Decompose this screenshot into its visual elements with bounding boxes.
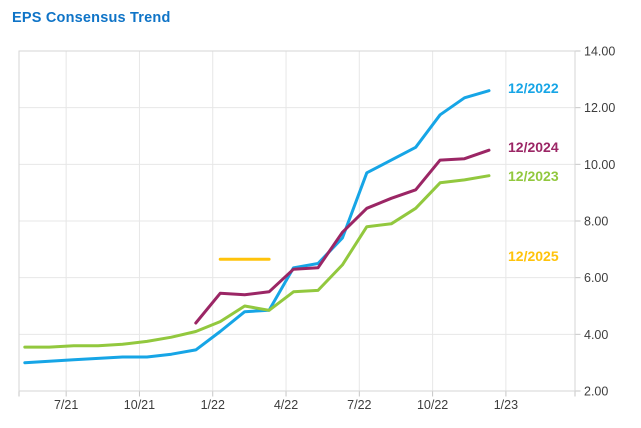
plot-border: [18, 50, 576, 392]
x-axis-label: 10/22: [417, 398, 448, 412]
series-line-12-2024: [194, 148, 491, 325]
series-line-12-2022: [23, 89, 491, 365]
series-line-12-2023: [23, 174, 491, 349]
y-axis-label: 6.00: [584, 271, 608, 285]
x-axis-label: 7/22: [347, 398, 371, 412]
y-axis-label: 10.00: [584, 158, 615, 172]
x-axis-label: 4/22: [274, 398, 298, 412]
chart-title: EPS Consensus Trend: [12, 10, 171, 26]
y-axis-label: 8.00: [584, 215, 608, 229]
y-axis-label: 14.00: [584, 45, 615, 59]
x-axis-label: 1/23: [494, 398, 518, 412]
y-axis-label: 12.00: [584, 101, 615, 115]
x-axis-label: 10/21: [124, 398, 155, 412]
y-axis-label: 4.00: [584, 328, 608, 342]
series-label-12-2024: 12/2024: [508, 139, 559, 155]
x-axis-label: 1/22: [201, 398, 225, 412]
series-label-12-2022: 12/2022: [508, 80, 559, 96]
x-axis-label: 7/21: [54, 398, 78, 412]
series-label-12-2023: 12/2023: [508, 168, 559, 184]
y-axis-label: 2.00: [584, 385, 608, 399]
series-label-12-2025: 12/2025: [508, 248, 559, 264]
